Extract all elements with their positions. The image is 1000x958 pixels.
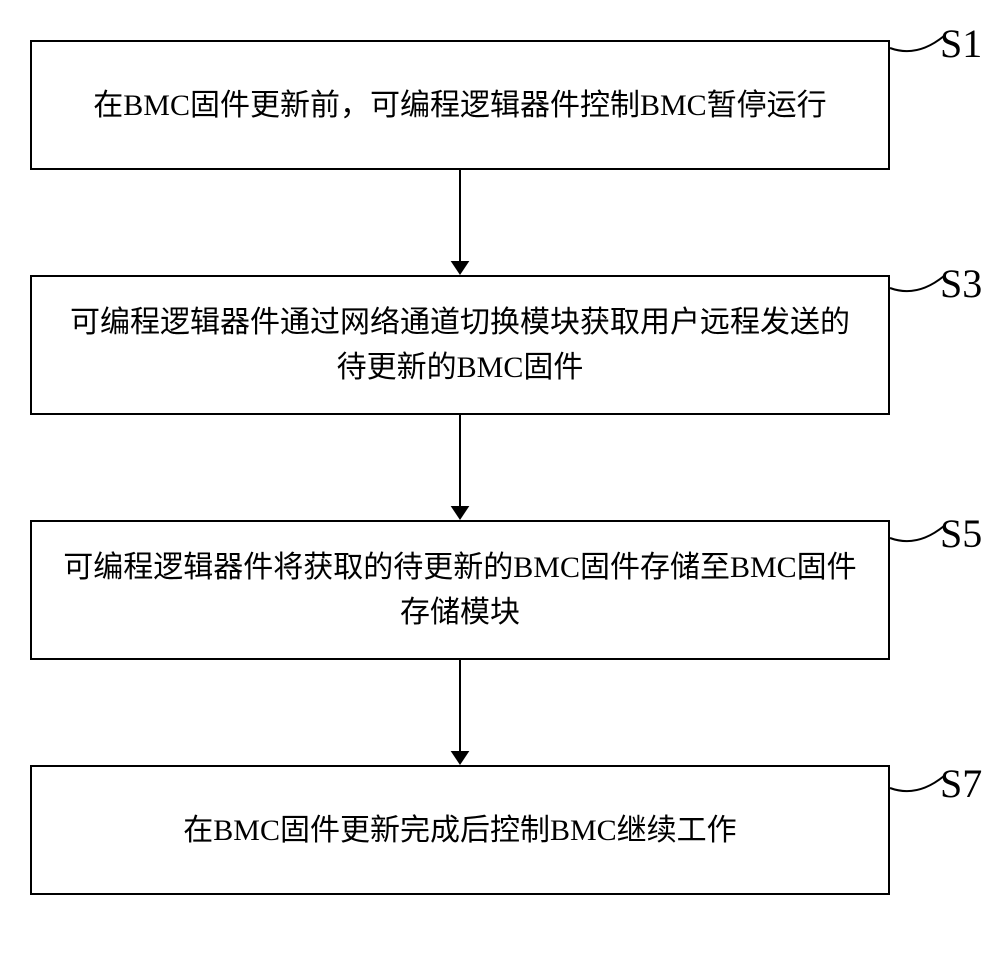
flow-arrow — [30, 170, 890, 275]
flow-step-text: 在BMC固件更新前，可编程逻辑器件控制BMC暂停运行 — [93, 83, 826, 128]
flow-step-text: 可编程逻辑器件通过网络通道切换模块获取用户远程发送的待更新的BMC固件 — [62, 300, 858, 390]
flow-arrow — [30, 415, 890, 520]
flow-step-s3: 可编程逻辑器件通过网络通道切换模块获取用户远程发送的待更新的BMC固件 — [30, 275, 890, 415]
flow-step-s5: 可编程逻辑器件将获取的待更新的BMC固件存储至BMC固件存储模块 — [30, 520, 890, 660]
flow-step-s1: 在BMC固件更新前，可编程逻辑器件控制BMC暂停运行 — [30, 40, 890, 170]
flow-step-text: 在BMC固件更新完成后控制BMC继续工作 — [183, 808, 736, 853]
flowchart-container: 在BMC固件更新前，可编程逻辑器件控制BMC暂停运行 可编程逻辑器件通过网络通道… — [30, 40, 890, 895]
flow-step-s7: 在BMC固件更新完成后控制BMC继续工作 — [30, 765, 890, 895]
flow-step-text: 可编程逻辑器件将获取的待更新的BMC固件存储至BMC固件存储模块 — [62, 545, 858, 635]
flow-arrow — [30, 660, 890, 765]
